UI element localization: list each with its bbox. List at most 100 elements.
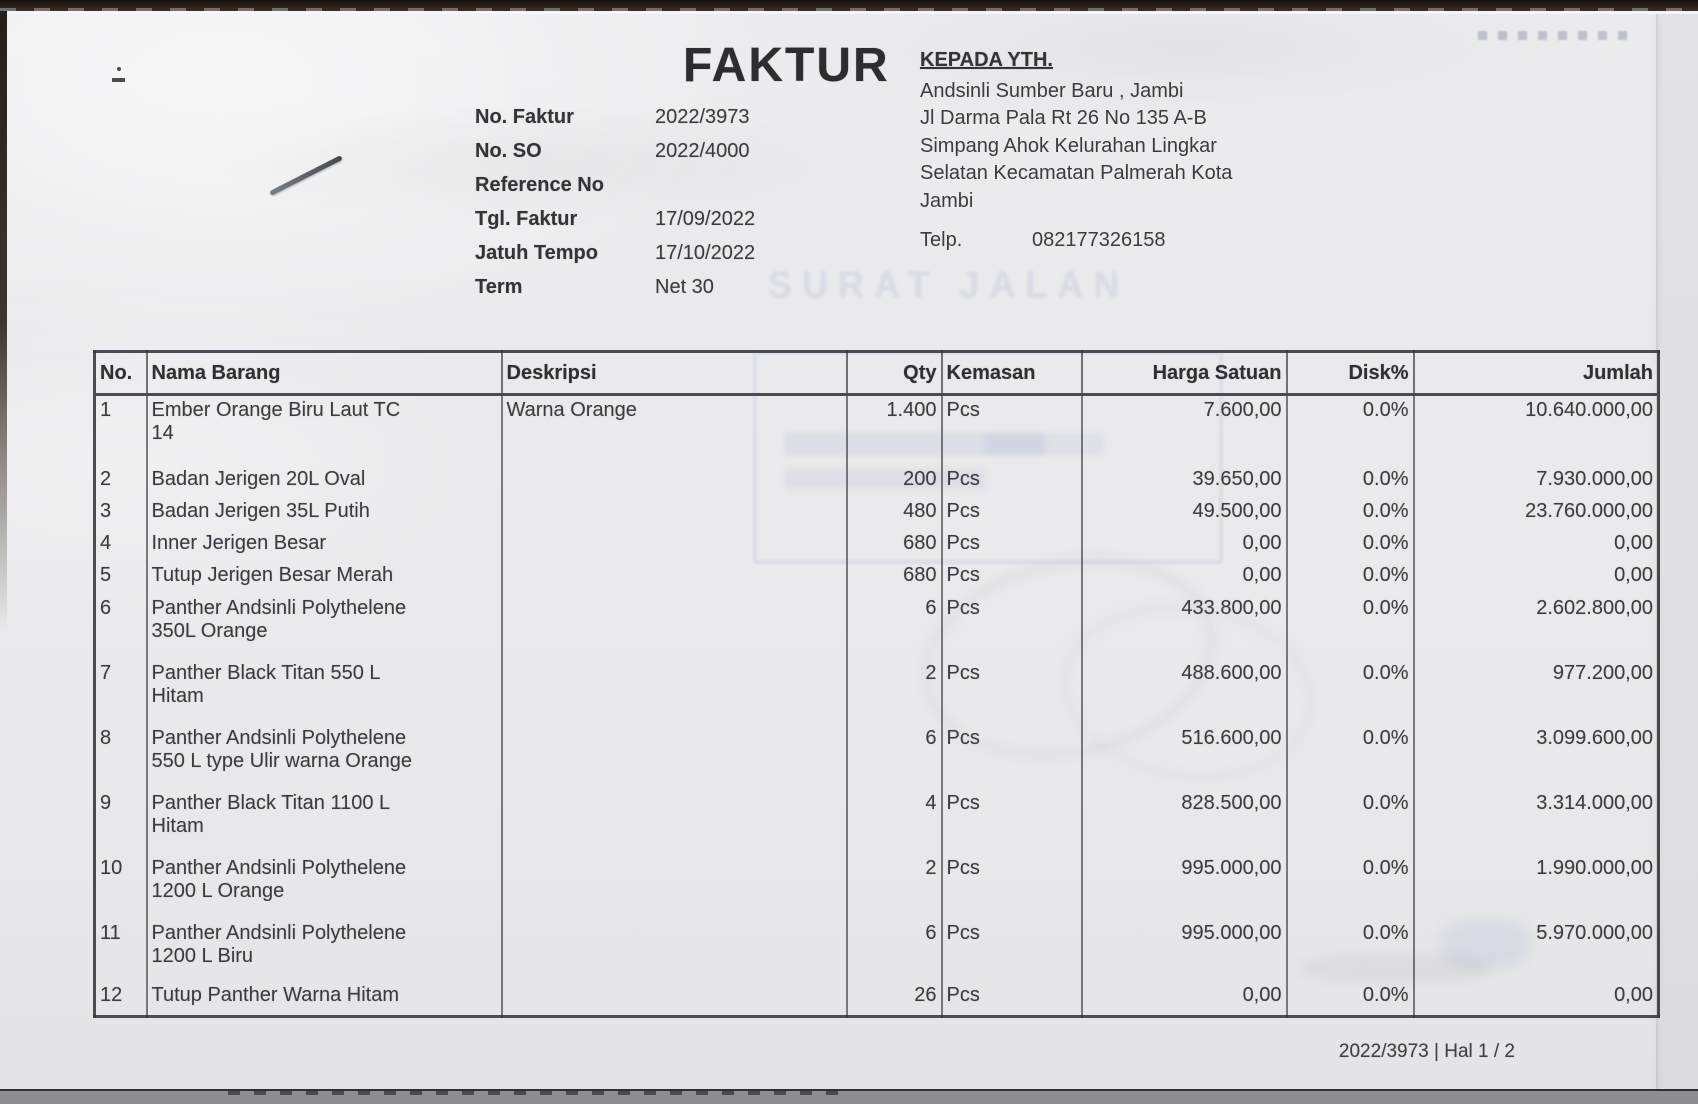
- recipient-address-line: Jambi: [920, 189, 974, 212]
- cell-no: 7: [94, 658, 148, 724]
- invoice-meta-block: No. Faktur 2022/3973 No. SO 2022/4000 Re…: [475, 106, 755, 310]
- cell-jumlah: 977.200,00: [1552, 661, 1653, 684]
- meta-row-reference-no: Reference No: [475, 174, 755, 208]
- items-table-header-row: No. Nama Barang Deskripsi Qty Kemasan Ha…: [94, 351, 1659, 396]
- cell-nama: Ember Orange Biru Laut TC 14: [146, 394, 503, 465]
- cell-no: 4: [94, 528, 148, 561]
- table-row: 9 Panther Black Titan 1100 L Hitam 4 Pcs 828…: [94, 788, 1659, 854]
- recipient-name: Andsinli Sumber Baru , Jambi: [920, 79, 1184, 102]
- cell-kemasan: Pcs: [941, 853, 1083, 919]
- cell-deskripsi: [501, 788, 848, 854]
- items-table: No. Nama Barang Deskripsi Qty Kemasan Ha…: [93, 350, 1660, 1018]
- cell-disk: 0.0%: [1286, 723, 1415, 789]
- cell-harga: 0,00: [1081, 560, 1288, 594]
- cell-nama: Tutup Panther Warna Hitam: [146, 980, 503, 1017]
- table-row: 12 Tutup Panther Warna Hitam 26 Pcs 0,00 0.0%…: [94, 980, 1659, 1017]
- cell-disk: 0.0%: [1286, 980, 1415, 1017]
- table-row: 4 Inner Jerigen Besar 680 Pcs 0,00 0.0% 0,00: [94, 528, 1659, 561]
- table-row: 1 Ember Orange Biru Laut TC 14 Warna Orang…: [94, 394, 1659, 465]
- cell-deskripsi: [501, 980, 848, 1017]
- cell-qty: 4: [846, 788, 943, 854]
- cell-nama: Tutup Jerigen Besar Merah: [146, 560, 503, 594]
- column-header-jumlah: Jumlah: [1413, 351, 1659, 396]
- phone-value: 082177326158: [1032, 229, 1166, 251]
- cell-disk: 0.0%: [1286, 918, 1415, 981]
- cell-harga: 995.000,00: [1081, 918, 1288, 981]
- paper-right-band: [1658, 14, 1698, 1091]
- cell-kemasan: Pcs: [941, 788, 1083, 854]
- cell-nama: Panther Andsinli Polythelene 1200 L Biru: [146, 918, 503, 981]
- cell-nama: Badan Jerigen 35L Putih: [146, 496, 503, 529]
- meta-label: Tgl. Faktur: [475, 208, 578, 230]
- cell-nama: Panther Andsinli Polythelene 1200 L Oran…: [146, 853, 503, 919]
- meta-value: 17/09/2022: [655, 208, 756, 230]
- cell-nama: Panther Black Titan 1100 L Hitam: [146, 788, 503, 854]
- cell-harga: 995.000,00: [1081, 853, 1288, 919]
- cell-nama: Panther Andsinli Polythelene 550 L type …: [146, 723, 503, 789]
- cell-qty: 2: [846, 658, 943, 724]
- cell-deskripsi: [501, 918, 848, 981]
- recipient-address-line: Simpang Ahok Kelurahan Lingkar: [920, 134, 1217, 157]
- cell-kemasan: Pcs: [941, 394, 1083, 465]
- table-row: 3 Badan Jerigen 35L Putih 480 Pcs 49.500,00 0…: [94, 496, 1659, 529]
- cell-deskripsi: [501, 496, 848, 529]
- meta-value: 2022/4000: [655, 140, 750, 162]
- cell-no: 1: [94, 394, 148, 465]
- meta-value: 17/10/2022: [655, 242, 756, 264]
- cell-qty: 680: [846, 560, 943, 594]
- cell-nama: Panther Black Titan 550 L Hitam: [146, 658, 503, 724]
- cell-disk: 0.0%: [1286, 593, 1415, 659]
- meta-value: 2022/3973: [655, 106, 750, 128]
- cell-harga: 7.600,00: [1081, 394, 1288, 465]
- cell-kemasan: Pcs: [941, 593, 1083, 659]
- cell-kemasan: Pcs: [941, 560, 1083, 594]
- cell-qty: 200: [846, 464, 943, 497]
- column-header-harga: Harga Satuan: [1081, 351, 1288, 396]
- paper-crease: [1656, 14, 1658, 1091]
- cell-harga: 0,00: [1081, 528, 1288, 561]
- meta-row-no-faktur: No. Faktur 2022/3973: [475, 106, 755, 140]
- cell-jumlah: 10.640.000,00: [1525, 399, 1653, 421]
- column-header-no: No.: [94, 351, 148, 396]
- scanner-edge-top: [0, 0, 1698, 11]
- cell-no: 8: [94, 723, 148, 789]
- column-header-nama: Nama Barang: [146, 351, 503, 396]
- cell-no: 10: [94, 853, 148, 919]
- cell-qty: 6: [846, 918, 943, 981]
- page-info: 2022/3973 | Hal 1 / 2: [1338, 1041, 1515, 1062]
- cell-jumlah: 0,00: [1614, 983, 1653, 1006]
- column-header-deskripsi: Deskripsi: [501, 351, 848, 396]
- cell-harga: 39.650,00: [1081, 464, 1288, 497]
- ink-dot-mark: [117, 67, 121, 71]
- cell-kemasan: Pcs: [941, 980, 1083, 1017]
- bleed-through-serial: [1478, 31, 1638, 40]
- cell-kemasan: Pcs: [941, 918, 1083, 981]
- cell-jumlah: 23.760.000,00: [1525, 499, 1653, 522]
- table-row: 6 Panther Andsinli Polythelene 350L Orang…: [94, 593, 1659, 659]
- invoice-paper: SURAT JALAN FAKTUR No. Faktur 2022/3973 …: [0, 11, 1698, 1091]
- cell-jumlah: 7.930.000,00: [1536, 467, 1653, 490]
- cell-deskripsi: Warna Orange: [501, 394, 848, 465]
- cell-qty: 6: [846, 723, 943, 789]
- table-row: 11 Panther Andsinli Polythelene 1200 L Bi…: [94, 918, 1659, 981]
- cell-harga: 488.600,00: [1081, 658, 1288, 724]
- scanner-edge-left: [0, 11, 7, 701]
- cell-jumlah: 5.970.000,00: [1536, 921, 1653, 944]
- recipient-address-line: Selatan Kecamatan Palmerah Kota: [920, 162, 1233, 184]
- cell-jumlah: 0,00: [1614, 531, 1653, 554]
- cell-jumlah: 3.314.000,00: [1536, 791, 1653, 814]
- items-table-body: 1 Ember Orange Biru Laut TC 14 Warna Orang…: [94, 394, 1659, 1017]
- cell-jumlah: 0,00: [1614, 563, 1653, 586]
- table-row: 2 Badan Jerigen 20L Oval 200 Pcs 39.650,00 0.…: [94, 464, 1659, 497]
- column-header-disk: Disk%: [1286, 351, 1415, 396]
- meta-value: Net 30: [655, 276, 714, 298]
- meta-row-tgl-faktur: Tgl. Faktur 17/09/2022: [475, 208, 755, 242]
- cell-deskripsi: [501, 560, 848, 594]
- table-row: 7 Panther Black Titan 550 L Hitam 2 Pcs 488.…: [94, 658, 1659, 724]
- meta-row-jatuh-tempo: Jatuh Tempo 17/10/2022: [475, 242, 755, 276]
- cell-no: 5: [94, 560, 148, 594]
- table-row: 5 Tutup Jerigen Besar Merah 680 Pcs 0,00 0.0%…: [94, 560, 1659, 594]
- meta-label: Reference No: [475, 174, 604, 196]
- recipient-address-line: Jl Darma Pala Rt 26 No 135 A-B: [920, 107, 1207, 129]
